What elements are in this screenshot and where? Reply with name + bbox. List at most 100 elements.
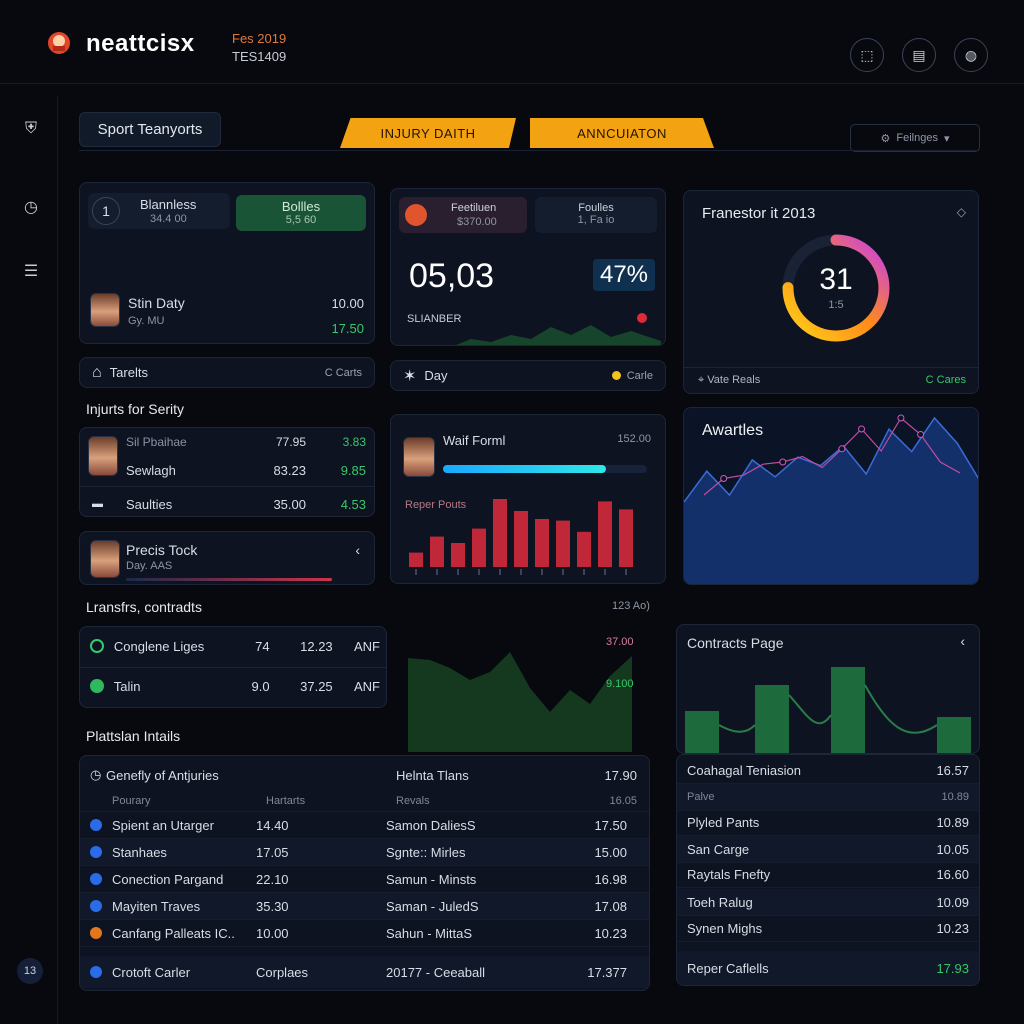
table-row[interactable]: Mayiten Traves 35.30 Saman - JuledS 17.08 [80,893,649,920]
foulles-value: 1, Fa io [577,214,615,226]
notification-badge[interactable]: 13 [17,958,43,984]
expand-icon[interactable]: ◇ [956,205,966,219]
profile-button[interactable]: ◍ [954,38,988,72]
table-row[interactable]: Canfang Palleats IC.. 10.00 Sahun - MittaS… [80,920,649,947]
clock-icon: ◷ [90,767,102,782]
donut-sub: 1:5 [828,299,844,311]
tarelts-label: Tarelts [109,365,148,380]
brand-sub-line1: Fes 2019 [232,31,287,46]
wait-card: Waif Forml 152.00 Reper Pouts [390,414,666,584]
avatar [88,436,118,476]
wait-bar-chart [409,499,633,575]
injury-value-a: 77.95 [275,435,306,449]
row-status-icon [90,846,102,858]
chevron-left-icon[interactable]: ‹ [960,633,965,649]
balance-title: Blannless [140,197,197,212]
calendar-button[interactable]: ▤ [902,38,936,72]
player-value-2: 17.50 [331,321,364,336]
foulles-chip[interactable]: Foulles 1, Fa io [535,197,657,233]
injuries-heading: Injurts for Serity [86,401,185,417]
list-icon[interactable]: ☰ [23,263,39,280]
table-row[interactable]: Palve 10.89 [677,784,979,811]
cell-v: 17.05 [256,844,289,860]
table-row[interactable]: Plyled Pants 10.89 [677,809,979,836]
wait-bar [430,536,444,567]
clock-icon[interactable]: ◷ [24,199,38,216]
transfer-a: 9.0 [251,678,270,694]
divider [80,667,386,668]
settings-dropdown[interactable]: ⚙ Feilnges ▾ [850,124,980,152]
donut-footer-label: Vate Reals [707,374,761,386]
feetiluen-chip[interactable]: Feetiluen $370.00 [399,197,527,233]
awartles-point [858,425,866,433]
cell-name: Palve [687,791,715,803]
list-item[interactable]: Sewlagh 83.23 9.85 [126,460,366,480]
row-status-icon [90,819,102,831]
cell-name: San Carge [687,841,750,857]
injury-name: Saulties [126,496,173,512]
cell-name: Toeh Ralug [687,894,753,910]
table-row[interactable]: Reper Caflells 17.93 [677,951,979,985]
awartles-chart [684,414,978,584]
balance-title-value: 34.4 00 [150,213,187,225]
table-row[interactable]: Synen Mighs 10.23 [677,915,979,942]
injury-name: Sil Pbaihae [126,435,187,449]
tarelts-bar[interactable]: ⌂ Tarelts C Carts [79,357,375,388]
injury-value-b: 9.85 [340,462,366,478]
table-row[interactable]: Crotoft Carler Corplaes 20177 - Ceeaball 17… [80,956,649,988]
top-bar: neattcisx Fes 2019 TES1409 ⬚ ▤ ◍ [0,0,1024,84]
list-item[interactable]: Conglene Liges 74 12.23 ANF [90,635,380,657]
cell-m: Sgnte:: Mirles [386,844,466,860]
cell-name: Raytals Fnefty [687,866,771,882]
check-icon [90,679,104,693]
cell-value: 16.57 [936,762,969,778]
feetiluen-title: Feetiluen [451,202,497,214]
awartles-area [684,418,978,584]
wait-bar [577,531,591,567]
wait-bar [409,552,423,567]
cell-name: Conection Pargand [112,871,224,887]
subheader-col4: 16.05 [609,794,637,807]
precis-card[interactable]: Precis Tock Day. AAS ‹ [79,531,375,585]
bollles-chip[interactable]: Bollles 5,5 60 [236,195,366,231]
cell-m: Saman - JuledS [386,898,479,914]
subheader-col2: Hartarts [266,794,306,807]
cell-name: Canfang Palleats IC.. [112,925,235,941]
divider [684,367,978,368]
cell-value: 10.09 [936,894,969,910]
cell-m: Samun - Minsts [386,871,477,887]
tab-injury[interactable]: INJURY DAITH [340,118,516,148]
cell-r: 17.08 [594,898,627,914]
sport-selector[interactable]: Sport Teanyorts [79,112,221,147]
avatar [90,540,120,578]
table-row[interactable]: Conection Pargand 22.10 Samun - Minsts 16.9… [80,866,649,893]
precis-sub: Day. AAS [126,560,173,572]
day-bar[interactable]: ✶ Day Carle [390,360,666,391]
table-row[interactable]: Coahagal Teniasion 16.57 [677,757,979,784]
chevron-left-icon[interactable]: ‹ [355,542,360,558]
balance-chip[interactable]: 1 Blannless 34.4 00 [88,193,230,229]
transfer-b: 12.23 [300,638,333,654]
list-item[interactable]: Talin 9.0 37.25 ANF [90,675,380,697]
transfer-name: Conglene Liges [113,638,205,654]
avatar [90,293,120,327]
table-row[interactable]: Raytals Fnefty 16.60 [677,861,979,888]
cell-value: 10.23 [936,920,969,936]
tarelts-right: C Carts [324,366,362,379]
wait-bar [556,520,570,567]
cell-name: Reper Caflells [687,960,769,976]
contracts-title: Contracts Page [687,635,784,651]
shield-icon[interactable]: ⛨ [24,120,37,137]
share-button[interactable]: ⬚ [850,38,884,72]
score-label: SLIANBER [407,313,462,325]
table-row[interactable]: Toeh Ralug 10.09 [677,889,979,916]
transfers-list: Conglene Liges 74 12.23 ANF Talin 9.0 37… [79,626,387,708]
list-item[interactable]: ▬ Saulties 35.00 4.53 [92,494,366,514]
table-row[interactable]: Stanhaes 17.05 Sgnte:: Mirles 15.00 [80,839,649,866]
table-row[interactable]: San Carge 10.05 [677,836,979,863]
tab-annotation[interactable]: ANNCUIATON [530,118,714,148]
table-row[interactable]: Spient an Utarger 14.40 Samon DaliesS 17.50 [80,812,649,839]
donut-card: Franestor it 2013 ◇ 31 1:5 ⌖ Vate Reals … [683,190,979,394]
list-item[interactable]: Sil Pbaihae 77.95 3.83 [126,433,366,451]
brand-sub-line2: TES1409 [232,49,287,64]
